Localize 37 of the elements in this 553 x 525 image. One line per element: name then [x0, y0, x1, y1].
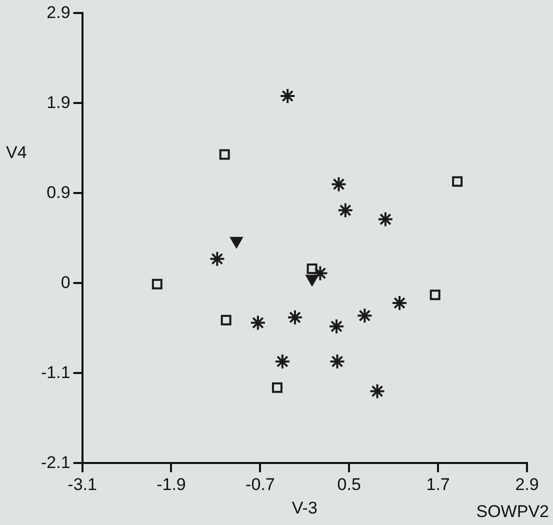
point — [337, 202, 354, 218]
point — [369, 383, 386, 400]
y-axis-title: V4 — [6, 142, 27, 162]
x-tick-label: 0.5 — [337, 475, 361, 494]
x-axis-title: V-3 — [292, 498, 318, 518]
x-tick-label: 2.9 — [515, 475, 539, 494]
x-tick-label: -0.7 — [246, 475, 275, 494]
point — [220, 314, 232, 326]
point — [430, 290, 440, 300]
x-tick-label: -3.1 — [68, 475, 97, 494]
point — [392, 295, 408, 311]
point — [250, 314, 266, 331]
point — [329, 354, 346, 370]
point — [274, 354, 290, 370]
x-tick-label: 1.7 — [426, 475, 450, 494]
point — [356, 308, 373, 324]
point — [152, 278, 162, 290]
point — [280, 88, 296, 104]
y-tick-label: 2.9 — [46, 2, 70, 22]
point — [312, 265, 328, 282]
y-tick-label: 1.9 — [46, 92, 70, 112]
x-tick-label: -1.9 — [156, 475, 186, 494]
y-tick-label: -2.1 — [40, 452, 70, 472]
y-tick-label: -1.1 — [40, 362, 70, 382]
point — [272, 382, 282, 393]
point — [209, 250, 226, 267]
point — [328, 318, 345, 334]
point — [219, 149, 230, 160]
point — [287, 309, 304, 326]
y-tick-label: 0 — [60, 272, 70, 292]
point — [377, 211, 394, 228]
y-tick-label: 0.9 — [46, 182, 70, 202]
point — [330, 176, 347, 192]
point — [306, 264, 318, 274]
text: SOWPV2 — [476, 502, 549, 522]
point — [230, 236, 243, 248]
point — [452, 176, 463, 187]
